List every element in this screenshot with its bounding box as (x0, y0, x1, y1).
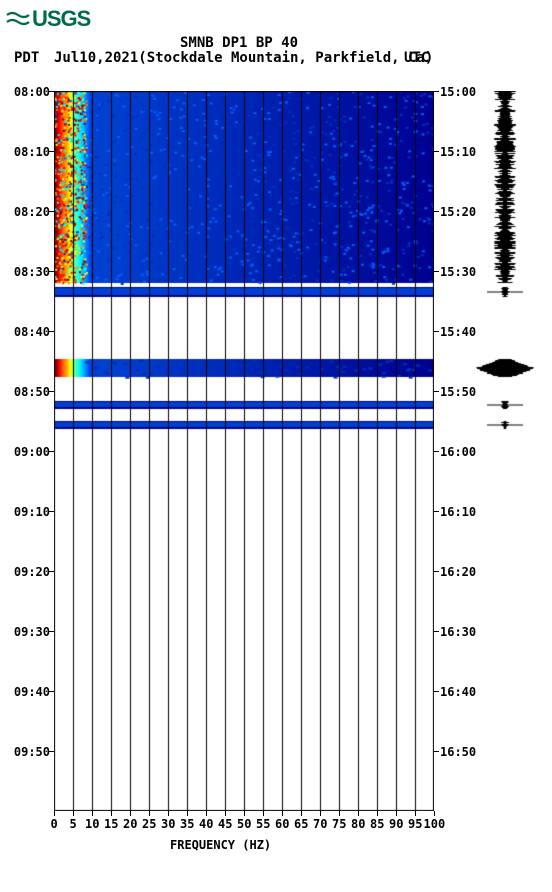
y-tick-left: 09:20 (14, 565, 50, 579)
chart-title-1: SMNB DP1 BP 40 (180, 35, 298, 51)
y-tick-left: 08:30 (14, 265, 50, 279)
y-tick-left: 09:30 (14, 625, 50, 639)
x-tick: 15 (104, 817, 118, 831)
x-tick: 75 (332, 817, 346, 831)
utc-label: UTC (404, 50, 429, 66)
x-tick: 65 (294, 817, 308, 831)
y-tick-left: 08:50 (14, 385, 50, 399)
spectrogram-plot (54, 91, 434, 811)
y-tick-left: 08:20 (14, 205, 50, 219)
x-tick: 5 (70, 817, 77, 831)
x-tick: 55 (256, 817, 270, 831)
x-tick: 100 (424, 817, 446, 831)
y-tick-left: 08:40 (14, 325, 50, 339)
y-tick-left: 08:00 (14, 85, 50, 99)
logo-text: USGS (32, 6, 90, 32)
x-tick: 60 (275, 817, 289, 831)
y-tick-left: 09:50 (14, 745, 50, 759)
pdt-label: PDT (14, 50, 39, 66)
y-tick-left: 09:40 (14, 685, 50, 699)
x-tick: 30 (161, 817, 175, 831)
x-tick: 45 (218, 817, 232, 831)
chart-title-2: Jul10,2021(Stockdale Mountain, Parkfield… (54, 50, 433, 66)
x-axis-label: FREQUENCY (HZ) (170, 838, 271, 852)
x-tick: 10 (85, 817, 99, 831)
y-tick-left: 09:00 (14, 445, 50, 459)
spectrogram-canvas (54, 91, 434, 811)
y-tick-left: 08:10 (14, 145, 50, 159)
x-tick: 85 (370, 817, 384, 831)
waveform-trace (470, 91, 540, 811)
x-tick: 20 (123, 817, 137, 831)
wave-icon (6, 8, 30, 30)
x-tick: 35 (180, 817, 194, 831)
x-tick: 90 (389, 817, 403, 831)
x-tick: 25 (142, 817, 156, 831)
x-tick: 80 (351, 817, 365, 831)
x-tick: 70 (313, 817, 327, 831)
x-tick: 40 (199, 817, 213, 831)
usgs-logo: USGS (6, 6, 90, 32)
y-tick-left: 09:10 (14, 505, 50, 519)
x-tick: 0 (51, 817, 58, 831)
x-tick: 50 (237, 817, 251, 831)
x-tick: 95 (408, 817, 422, 831)
